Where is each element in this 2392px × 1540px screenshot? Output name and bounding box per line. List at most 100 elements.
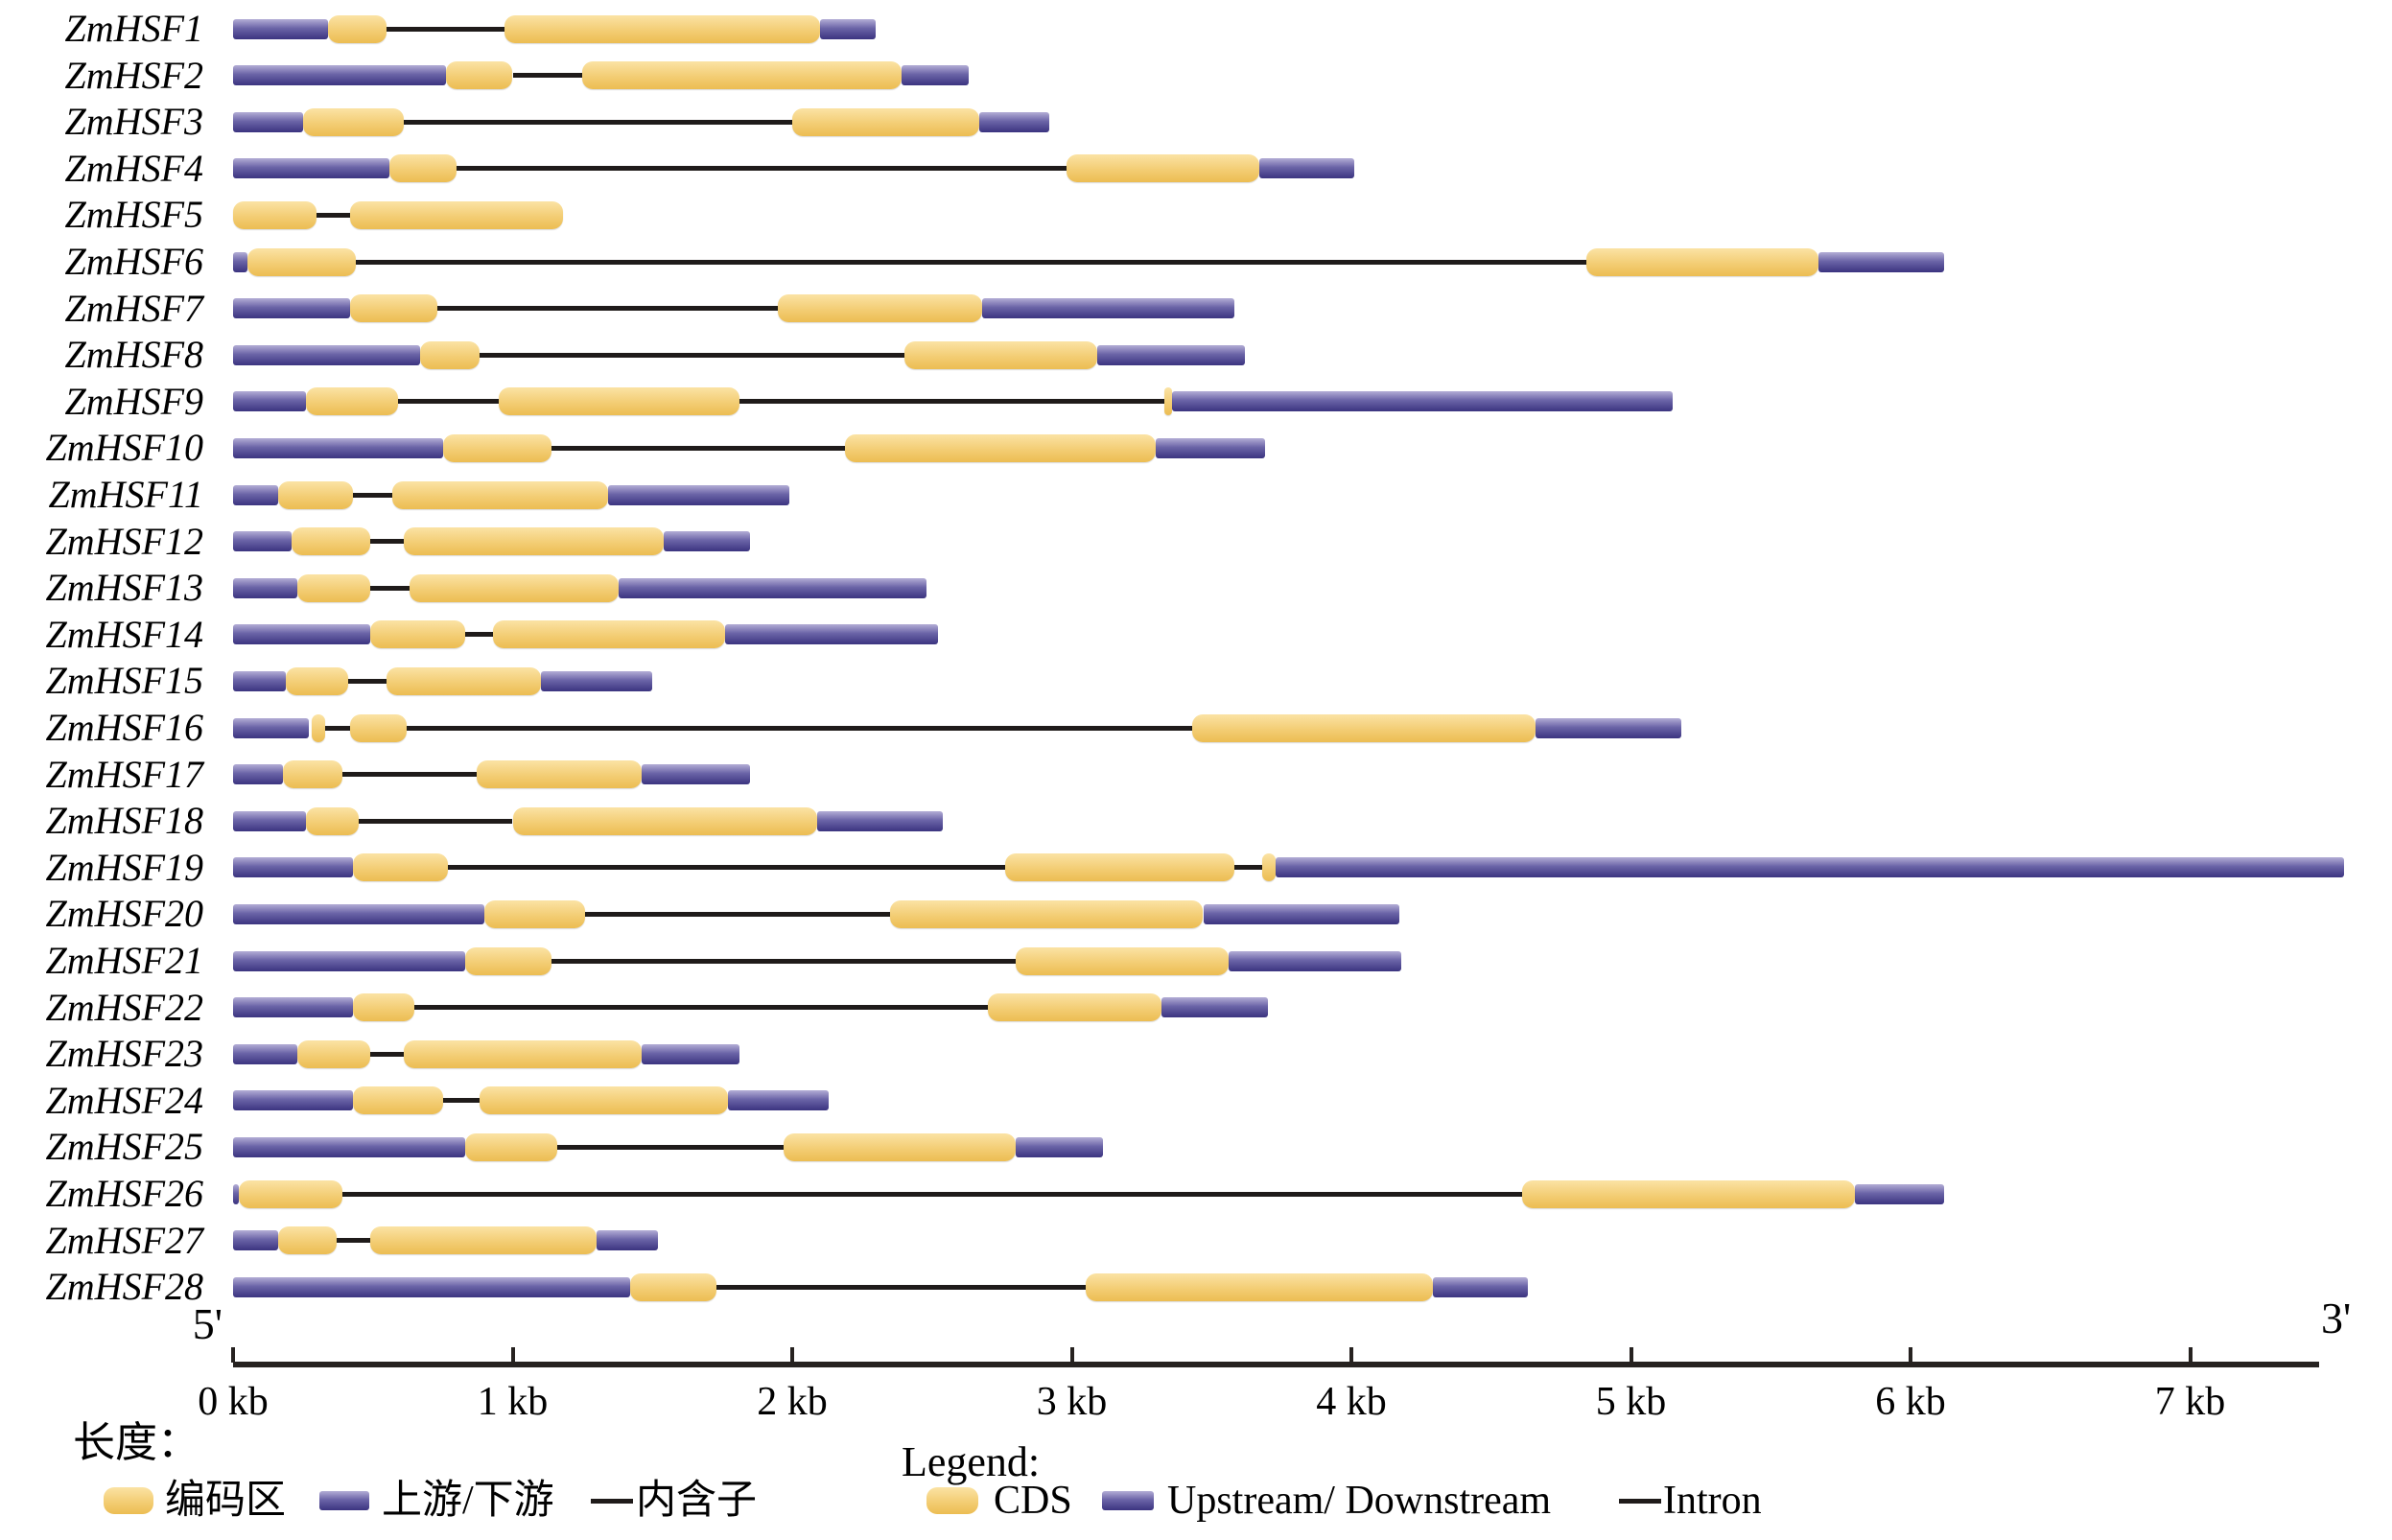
legend-en-cds-label: CDS: [994, 1479, 1072, 1523]
cds-segment: [493, 620, 726, 649]
upstream-downstream-segment: [233, 903, 485, 924]
cds-segment: [1066, 154, 1259, 183]
cds-swatch-icon: [104, 1487, 153, 1514]
intron-line: [397, 399, 499, 405]
upstream-downstream-segment: [233, 810, 306, 831]
gene-label: ZmHSF7: [64, 286, 203, 330]
cds-segment: [1016, 946, 1229, 975]
gene-label: ZmHSF2: [64, 53, 203, 97]
intron-line: [369, 1051, 404, 1057]
upstream-downstream-segment: [540, 670, 653, 691]
legend-cn-title: 长度：: [73, 1419, 199, 1466]
legend-cn-intron-label: 内含子: [636, 1479, 758, 1523]
gene-label: ZmHSF26: [45, 1172, 203, 1215]
updown-swatch-icon: [1102, 1491, 1154, 1510]
intron-line: [356, 259, 1586, 265]
cds-segment: [369, 620, 465, 649]
axis-tick: [510, 1347, 515, 1363]
gene-label: ZmHSF5: [64, 193, 203, 237]
intron-line: [403, 119, 792, 125]
cds-segment: [238, 1179, 342, 1208]
cds-segment: [845, 433, 1156, 462]
legend-cn-updown-label: 上游/下游: [382, 1479, 554, 1523]
intron-line: [369, 539, 404, 545]
gene-label: ZmHSF25: [45, 1125, 203, 1169]
intron-line: [457, 166, 1067, 172]
gene-label: ZmHSF15: [45, 659, 203, 703]
axis-tick: [1909, 1347, 1912, 1363]
upstream-downstream-segment: [233, 1090, 354, 1111]
gene-label: ZmHSF22: [45, 985, 203, 1029]
cds-segment: [504, 14, 821, 43]
cds-segment: [305, 387, 398, 416]
legend-en-title: Legend:: [902, 1438, 1041, 1485]
axis-tick: [1069, 1347, 1074, 1363]
intron-line: [336, 1238, 370, 1244]
legend-en-intron-label: Intron: [1663, 1479, 1762, 1523]
axis-tick-label: 7 kb: [2154, 1380, 2226, 1424]
cds-segment: [1261, 853, 1277, 882]
upstream-downstream-segment: [725, 624, 938, 645]
upstream-downstream-segment: [233, 950, 465, 971]
upstream-downstream-segment: [233, 857, 354, 878]
upstream-downstream-segment: [641, 1043, 739, 1064]
intron-line: [1233, 865, 1262, 871]
cds-segment: [403, 1039, 642, 1068]
intron-line: [369, 585, 410, 591]
upstream-downstream-segment: [1276, 857, 2344, 878]
intron-line: [479, 352, 904, 358]
five-prime-label: 5': [192, 1299, 223, 1348]
upstream-downstream-segment: [233, 997, 354, 1018]
cds-segment: [1086, 1272, 1433, 1301]
intron-line: [353, 492, 393, 498]
upstream-downstream-segment: [1155, 437, 1265, 458]
cds-segment: [283, 760, 342, 789]
upstream-downstream-segment: [233, 18, 329, 39]
upstream-downstream-segment: [233, 344, 421, 365]
gene-label: ZmHSF11: [48, 473, 203, 516]
upstream-downstream-segment: [1016, 1136, 1103, 1157]
gene-label: ZmHSF6: [64, 240, 203, 283]
gene-label: ZmHSF23: [45, 1032, 203, 1076]
cds-segment: [389, 154, 457, 183]
cds-segment: [286, 666, 348, 695]
gene-label: ZmHSF8: [64, 333, 203, 377]
intron-line: [325, 725, 351, 731]
cds-segment: [476, 760, 642, 789]
upstream-downstream-segment: [233, 670, 287, 691]
cds-segment: [350, 200, 563, 229]
upstream-downstream-segment: [233, 298, 351, 319]
cds-segment: [778, 294, 983, 323]
cds-segment: [484, 899, 586, 928]
upstream-downstream-segment: [727, 1090, 829, 1111]
cds-segment: [420, 340, 480, 369]
cds-segment: [464, 1132, 558, 1161]
gene-label: ZmHSF13: [45, 566, 203, 610]
cds-segment: [988, 993, 1161, 1022]
upstream-downstream-segment: [817, 810, 944, 831]
gene-label: ZmHSF17: [45, 752, 203, 796]
cds-swatch-icon: [926, 1487, 978, 1514]
intron-line: [406, 725, 1192, 731]
intron-line: [347, 678, 387, 684]
cds-segment: [297, 573, 370, 602]
gene-label: ZmHSF28: [45, 1265, 203, 1309]
intron-line: [436, 306, 779, 312]
upstream-downstream-segment: [1096, 344, 1246, 365]
cds-segment: [479, 1086, 728, 1115]
cds-segment: [369, 1226, 597, 1255]
upstream-downstream-segment: [1203, 903, 1399, 924]
gene-label: ZmHSF21: [45, 939, 203, 982]
gene-label: ZmHSF20: [45, 892, 203, 936]
upstream-downstream-segment: [663, 531, 751, 552]
upstream-downstream-segment: [233, 1136, 465, 1157]
cds-segment: [353, 993, 415, 1022]
upstream-downstream-segment: [820, 18, 877, 39]
cds-segment: [311, 713, 326, 742]
cds-segment: [328, 14, 387, 43]
intron-line-icon: [591, 1499, 633, 1504]
intron-line: [341, 772, 477, 778]
cds-segment: [1163, 387, 1173, 416]
upstream-downstream-segment: [1258, 158, 1354, 179]
